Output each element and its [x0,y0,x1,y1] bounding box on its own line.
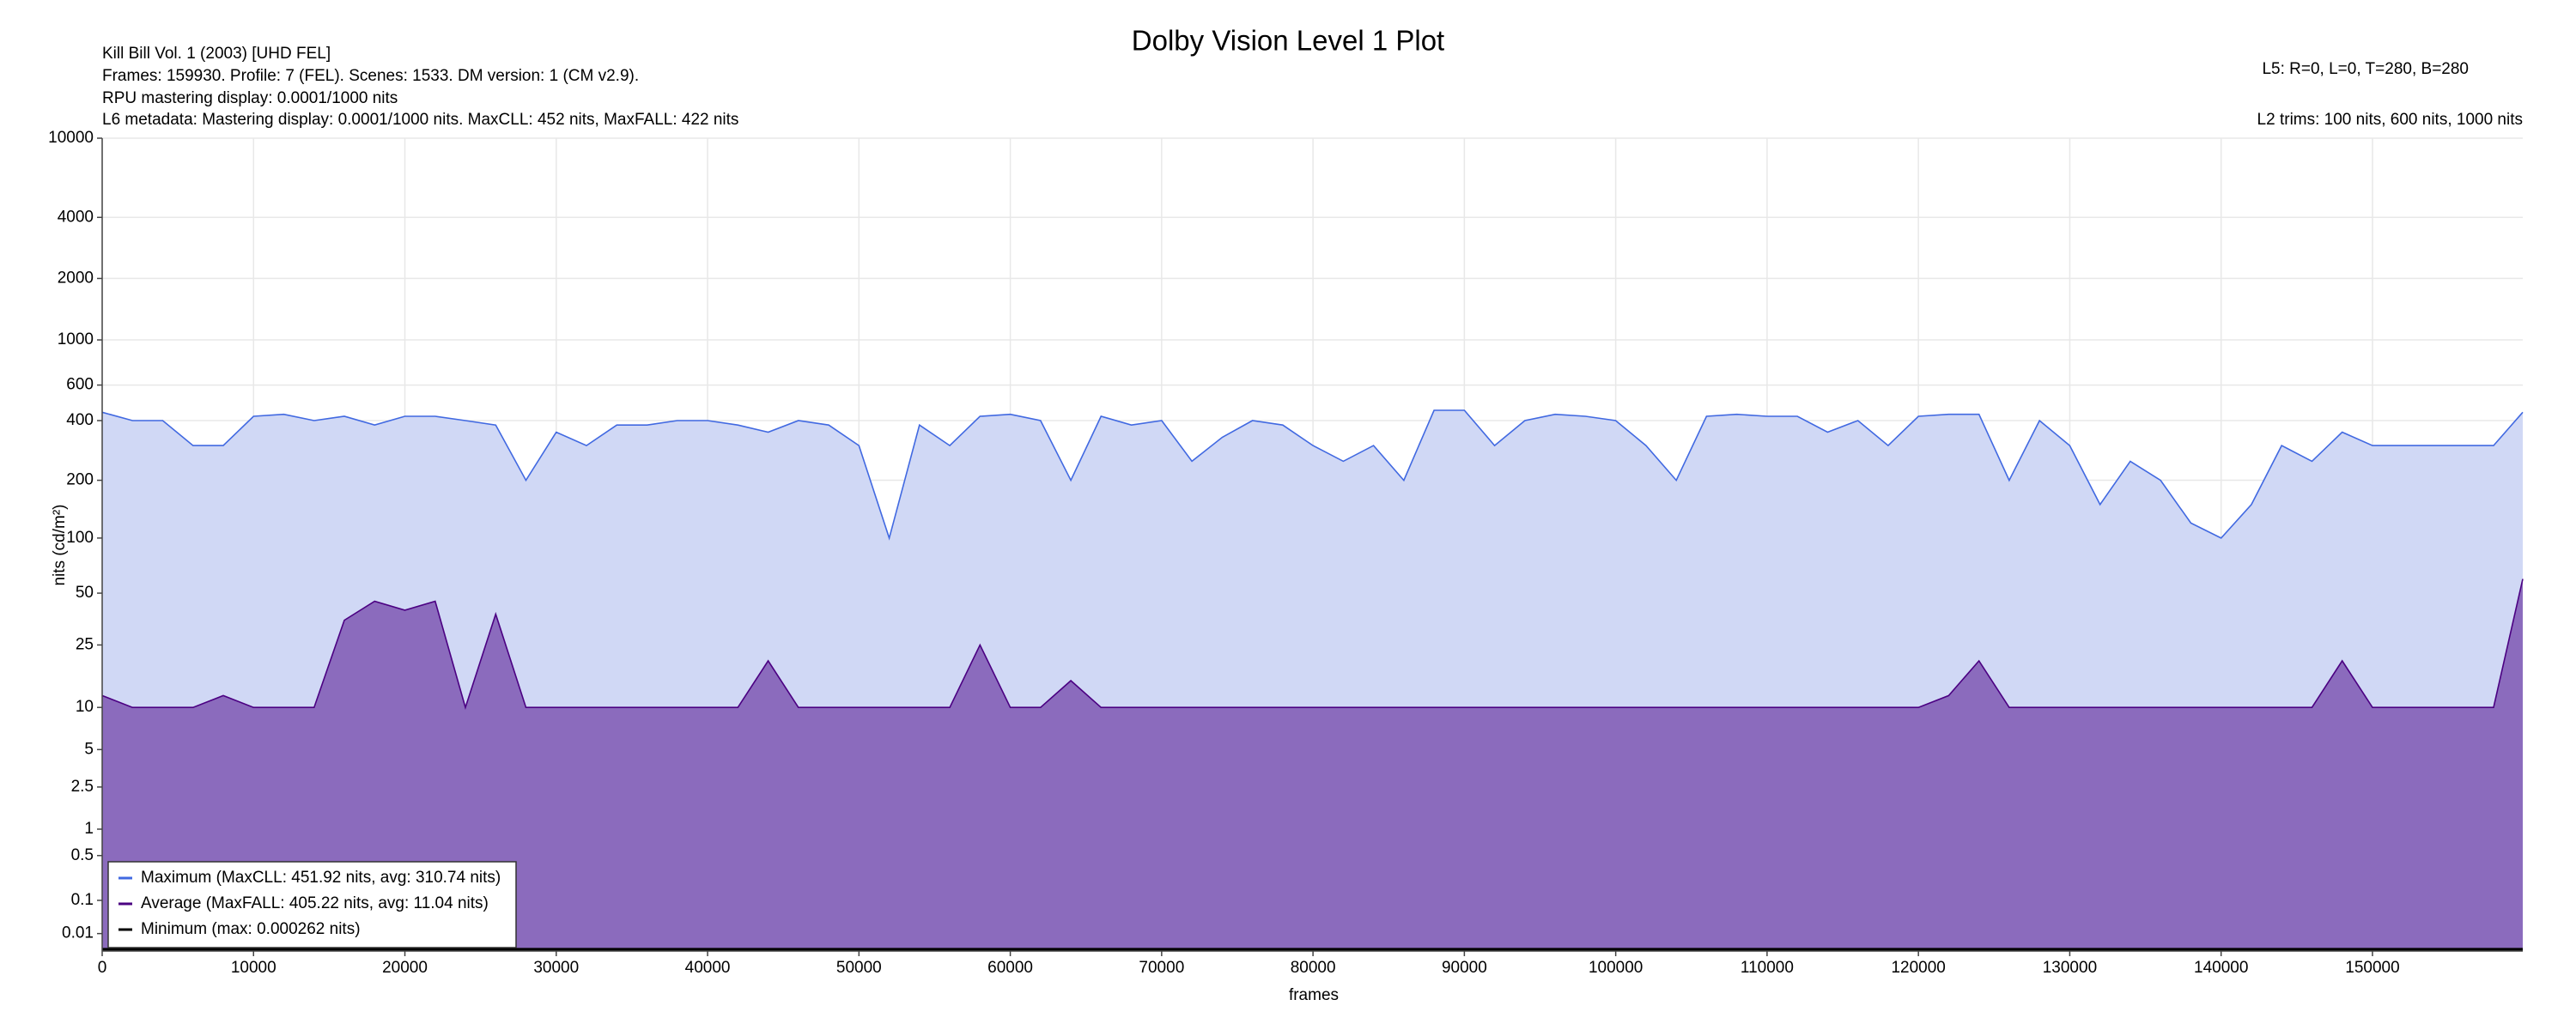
legend-label: Maximum (MaxCLL: 451.92 nits, avg: 310.7… [141,869,501,887]
y-tick-label: 200 [66,471,94,489]
x-tick-label: 10000 [231,959,276,977]
info-line: L6 metadata: Mastering display: 0.0001/1… [102,111,738,129]
x-axis-label: frames [1289,986,1339,1004]
x-tick-label: 150000 [2345,959,2399,977]
y-tick-label: 400 [66,411,94,429]
legend-label: Minimum (max: 0.000262 nits) [141,920,361,938]
y-tick-label: 600 [66,376,94,394]
x-tick-label: 60000 [987,959,1033,977]
y-tick-label: 4000 [58,208,94,226]
y-axis-label: nits (cd/m²) [51,505,69,586]
l5-info: L5: R=0, L=0, T=280, B=280 [2262,60,2469,78]
x-tick-label: 0 [98,959,107,977]
plot-area [101,409,2524,952]
x-tick-label: 110000 [1741,959,1794,977]
legend-box [107,861,517,948]
y-tick-label: 2.5 [71,778,94,796]
y-tick-label: 0.5 [71,846,94,864]
x-tick-label: 80000 [1291,959,1336,977]
x-tick-label: 40000 [685,959,731,977]
y-tick-label: 5 [84,740,94,758]
y-tick-label: 1 [84,820,94,838]
info-line: Frames: 159930. Profile: 7 (FEL). Scenes… [102,67,639,85]
x-tick-label: 20000 [382,959,428,977]
info-line: RPU mastering display: 0.0001/1000 nits [102,89,398,107]
y-tick-label: 10 [76,698,94,716]
y-tick-label: 0.1 [71,891,94,909]
x-tick-label: 70000 [1139,959,1184,977]
x-tick-label: 90000 [1442,959,1487,977]
y-tick-label: 25 [76,635,94,653]
x-tick-label: 50000 [836,959,882,977]
x-tick-label: 120000 [1891,959,1945,977]
y-tick-label: 10000 [48,129,94,147]
legend: Maximum (MaxCLL: 451.92 nits, avg: 310.7… [107,861,517,948]
y-tick-label: 50 [76,584,94,602]
series-line [101,409,2524,541]
info-line: Kill Bill Vol. 1 (2003) [UHD FEL] [102,45,331,63]
chart-title: Dolby Vision Level 1 Plot [1132,25,1444,57]
axes: 0.01 0.1 0.5 1 2.5 5 10 25 50 100 200 400 600 1000 200… [48,129,2523,977]
x-tick-label: 30000 [533,959,579,977]
y-tick-label: 0.01 [62,924,94,942]
y-tick-label: 1000 [58,330,94,348]
l2-info: L2 trims: 100 nits, 600 nits, 1000 nits [2257,111,2523,129]
x-tick-label: 100000 [1589,959,1643,977]
series-area [102,579,2523,951]
y-tick-label: 2000 [58,269,94,287]
legend-label: Average (MaxFALL: 405.22 nits, avg: 11.0… [141,894,489,912]
x-tick-label: 130000 [2043,959,2097,977]
y-tick-label: 100 [66,529,94,547]
x-tick-label: 140000 [2194,959,2248,977]
series-line [101,579,2524,710]
